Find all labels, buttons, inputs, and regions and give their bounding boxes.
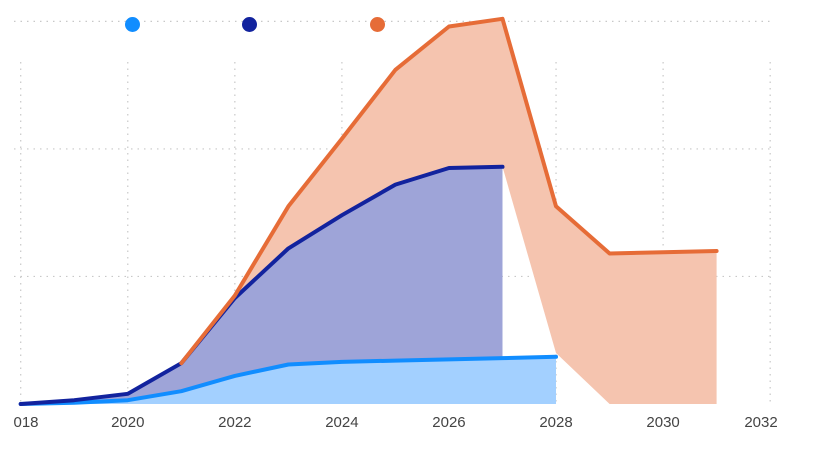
- x-tick-label: 2026: [432, 414, 465, 431]
- legend: [0, 0, 813, 50]
- series-3-area: [181, 18, 717, 405]
- series-3-line[interactable]: [179, 16, 719, 366]
- x-tick-label: 2032: [744, 414, 777, 431]
- series-1-area: [20, 356, 556, 404]
- x-tick-label: 018: [13, 414, 38, 431]
- x-tick-label: 2024: [325, 414, 358, 431]
- series-areas: [20, 18, 717, 405]
- series-2-area: [20, 166, 503, 404]
- x-tick-label: 2022: [218, 414, 251, 431]
- legend-marker-series-3[interactable]: [370, 17, 385, 32]
- x-tick-label: 2030: [646, 414, 679, 431]
- legend-marker-series-1[interactable]: [125, 17, 140, 32]
- series-1-line[interactable]: [18, 354, 558, 406]
- x-tick-label: 2020: [111, 414, 144, 431]
- series-lines: [18, 16, 719, 406]
- x-axis: 018 2020 2022 2024 2026 2028 2030 2032: [13, 414, 777, 431]
- series-2-line[interactable]: [18, 164, 505, 406]
- legend-marker-series-2[interactable]: [242, 17, 257, 32]
- x-tick-label: 2028: [539, 414, 572, 431]
